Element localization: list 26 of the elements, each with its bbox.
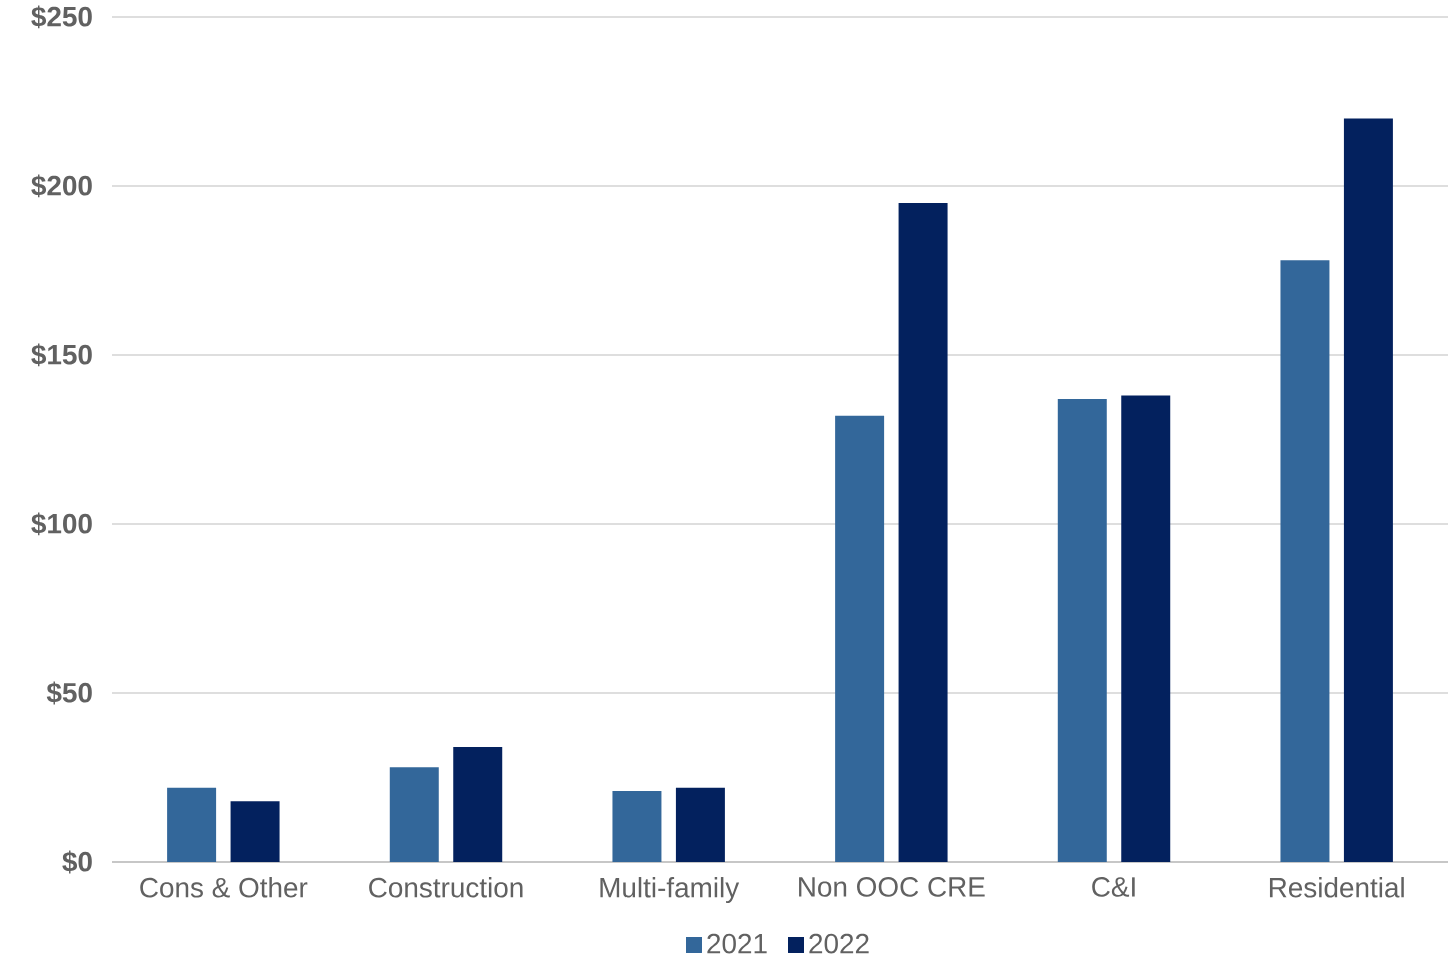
x-tick-label: C&I: [1092, 877, 1135, 897]
bar: [835, 415, 885, 862]
y-tick-label: $50: [46, 681, 92, 705]
x-tick-label: Construction: [369, 877, 523, 898]
x-tick-label: Cons & Other: [140, 877, 308, 898]
bar: [1121, 395, 1171, 862]
bar: [1057, 398, 1107, 862]
y-tick-label: $150: [31, 343, 92, 367]
bar: [230, 801, 280, 862]
x-tick-label: Residential: [1269, 877, 1404, 898]
bar: [612, 791, 662, 862]
y-tick-label: $250: [31, 5, 92, 29]
x-tick-label: Multi-family: [600, 877, 740, 904]
bar: [453, 747, 503, 862]
bar: [898, 202, 948, 862]
bar: [389, 767, 439, 862]
y-tick-label: $0: [62, 850, 92, 874]
legend-label: 2022: [809, 933, 869, 954]
y-tick-label: $200: [31, 174, 92, 198]
x-tick-label: Non OOC CRE: [799, 877, 985, 897]
bar: [167, 787, 217, 862]
bar: [1280, 260, 1330, 862]
y-tick-label: $100: [31, 512, 92, 536]
bar: [1343, 118, 1393, 862]
bar: [675, 787, 725, 862]
legend-label: 2021: [707, 933, 767, 954]
